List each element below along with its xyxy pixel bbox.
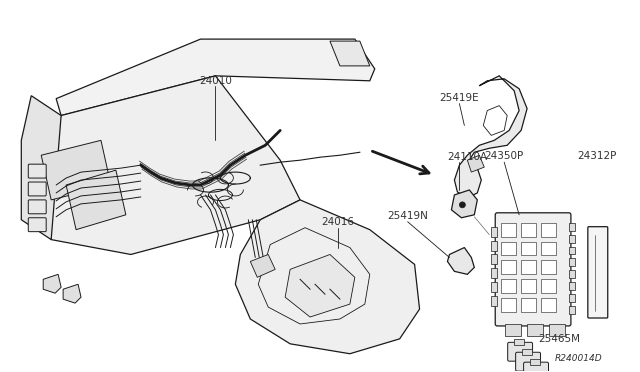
FancyBboxPatch shape [28, 164, 46, 178]
Bar [530, 359, 540, 365]
Bar [501, 241, 516, 256]
Bar [492, 241, 497, 250]
Polygon shape [66, 170, 126, 230]
Bar [569, 223, 575, 231]
Polygon shape [285, 254, 355, 317]
Bar [501, 298, 516, 312]
Bar [569, 282, 575, 290]
Bar [569, 247, 575, 254]
Bar [569, 306, 575, 314]
Bar [521, 279, 536, 293]
Bar [505, 324, 521, 336]
Polygon shape [21, 96, 61, 240]
Bar [521, 241, 536, 256]
Bar [569, 270, 575, 278]
Bar [569, 259, 575, 266]
Polygon shape [41, 140, 111, 200]
Polygon shape [56, 39, 375, 116]
Bar [541, 260, 556, 274]
Bar [521, 260, 536, 274]
FancyBboxPatch shape [28, 200, 46, 214]
FancyBboxPatch shape [588, 227, 608, 318]
Polygon shape [31, 76, 300, 254]
Polygon shape [447, 247, 474, 274]
Bar [527, 324, 543, 336]
Bar [501, 279, 516, 293]
Bar [521, 298, 536, 312]
FancyBboxPatch shape [495, 213, 571, 326]
Bar [492, 296, 497, 306]
Text: 24312P: 24312P [577, 151, 616, 161]
Bar [541, 223, 556, 237]
Text: 24016: 24016 [321, 217, 355, 227]
Polygon shape [250, 254, 275, 277]
Polygon shape [44, 274, 61, 293]
FancyBboxPatch shape [28, 182, 46, 196]
Bar [522, 349, 532, 355]
Bar [541, 279, 556, 293]
FancyBboxPatch shape [28, 218, 46, 232]
Bar [492, 282, 497, 292]
Bar [501, 260, 516, 274]
Polygon shape [467, 155, 484, 172]
Bar [569, 235, 575, 243]
Bar [541, 241, 556, 256]
Bar [521, 223, 536, 237]
FancyBboxPatch shape [516, 352, 541, 371]
Bar [501, 223, 516, 237]
Bar [492, 227, 497, 237]
Polygon shape [236, 200, 420, 354]
Bar [492, 254, 497, 264]
Text: 25419N: 25419N [387, 211, 428, 221]
Text: 25419E: 25419E [440, 93, 479, 103]
Bar [541, 298, 556, 312]
Bar [569, 294, 575, 302]
Text: R240014D: R240014D [555, 354, 603, 363]
Polygon shape [451, 190, 477, 218]
Text: 25465M: 25465M [538, 334, 580, 344]
Polygon shape [454, 76, 527, 198]
Bar [492, 268, 497, 278]
Bar [514, 339, 524, 345]
Bar [549, 324, 565, 336]
FancyBboxPatch shape [524, 362, 548, 372]
Circle shape [460, 202, 465, 208]
Polygon shape [63, 284, 81, 303]
Polygon shape [330, 41, 370, 66]
Text: 24110A: 24110A [447, 152, 488, 162]
Text: 24010: 24010 [199, 76, 232, 86]
FancyBboxPatch shape [508, 342, 532, 361]
Text: 24350P: 24350P [484, 151, 524, 161]
